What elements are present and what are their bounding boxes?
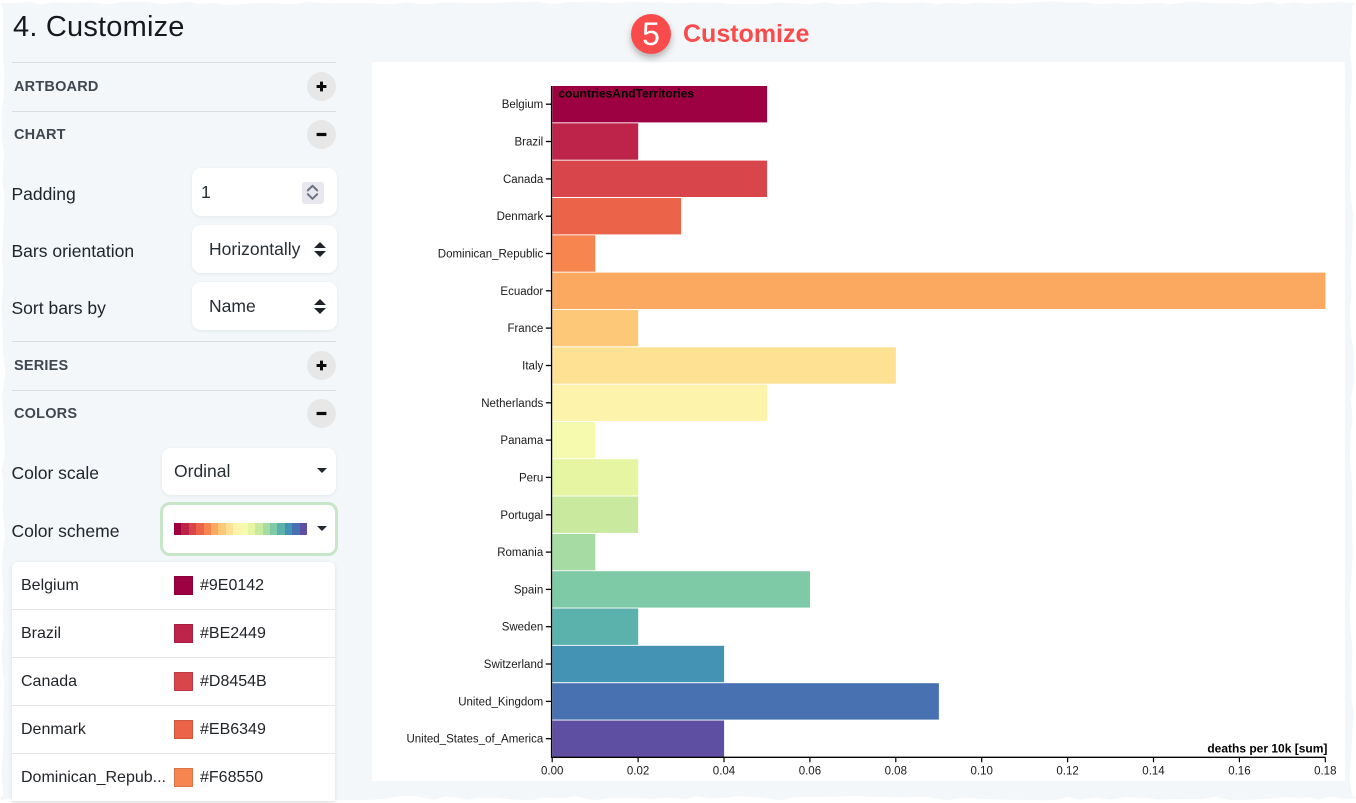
svg-text:Netherlands: Netherlands (481, 398, 543, 410)
svg-text:Peru: Peru (519, 472, 543, 484)
svg-text:United_States_of_America: United_States_of_America (406, 734, 543, 746)
svg-text:0.10: 0.10 (971, 765, 993, 777)
svg-text:0.16: 0.16 (1228, 765, 1250, 777)
svg-text:Ecuador: Ecuador (500, 286, 543, 298)
svg-text:Switzerland: Switzerland (484, 659, 543, 671)
svg-text:France: France (507, 323, 543, 335)
svg-text:0.04: 0.04 (713, 765, 736, 777)
svg-text:Belgium: Belgium (502, 99, 544, 111)
svg-text:0.02: 0.02 (627, 765, 649, 777)
svg-text:0.06: 0.06 (799, 765, 821, 777)
svg-text:deaths per 10k [sum]: deaths per 10k [sum] (1207, 741, 1327, 755)
svg-text:Spain: Spain (514, 584, 543, 596)
svg-text:Brazil: Brazil (514, 137, 543, 149)
svg-text:0.14: 0.14 (1142, 765, 1165, 777)
svg-text:0.18: 0.18 (1314, 765, 1336, 777)
svg-text:Panama: Panama (500, 435, 543, 447)
svg-text:Portugal: Portugal (500, 510, 543, 522)
svg-text:Italy: Italy (522, 361, 543, 373)
svg-text:Dominican_Republic: Dominican_Republic (438, 249, 544, 261)
svg-text:United_Kingdom: United_Kingdom (458, 696, 543, 708)
svg-text:0.08: 0.08 (885, 765, 907, 777)
svg-text:Denmark: Denmark (497, 211, 544, 223)
svg-text:0.00: 0.00 (541, 765, 563, 777)
svg-text:Romania: Romania (497, 547, 544, 559)
svg-text:Canada: Canada (503, 174, 544, 186)
svg-text:countriesAndTerritories: countriesAndTerritories (558, 87, 694, 101)
svg-text:0.12: 0.12 (1056, 765, 1078, 777)
svg-text:Sweden: Sweden (502, 622, 544, 634)
